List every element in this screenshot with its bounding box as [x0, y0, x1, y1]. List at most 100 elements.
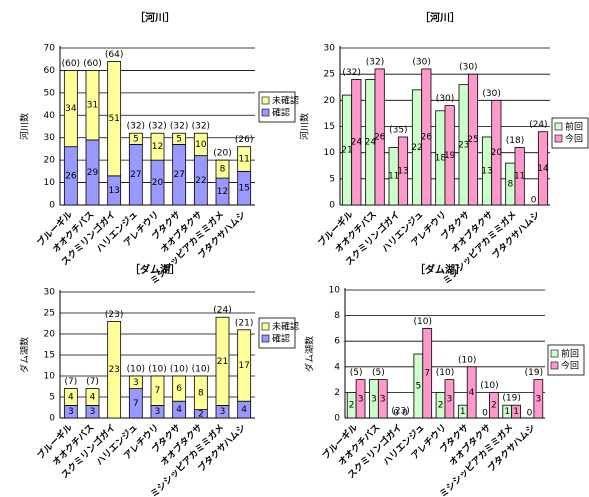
value-label: 27 [173, 170, 184, 180]
value-label: 7 [133, 399, 139, 409]
value-label: 5 [176, 134, 182, 144]
bar [489, 391, 499, 419]
bar [444, 379, 455, 419]
value-label: 3 [90, 407, 96, 417]
y-tick-label: 20 [44, 330, 56, 340]
y-tick-label: 2 [334, 388, 340, 398]
total-label: (19) [502, 394, 520, 404]
total-label: (64) [105, 50, 123, 60]
legend-swatch [261, 108, 270, 117]
y-tick-label: 20 [44, 156, 56, 166]
y-tick-label: 10 [44, 372, 56, 382]
legend-swatch [550, 361, 559, 370]
legend-label: 未確認 [272, 321, 299, 333]
chart-title: ［河川］ [135, 11, 175, 24]
value-label: 12 [217, 187, 228, 197]
bar-segment [150, 132, 165, 161]
y-tick-label: 30 [44, 133, 56, 143]
bar-segment [215, 159, 230, 179]
value-label: 3 [380, 394, 386, 404]
total-label: (26) [235, 135, 253, 145]
total-label: (32) [342, 68, 360, 78]
value-label: 4 [176, 405, 182, 415]
y-tick-label: 10 [324, 148, 336, 158]
legend-swatch [554, 134, 563, 143]
total-label: (35) [389, 125, 407, 135]
value-label: 7 [424, 369, 430, 379]
value-label: 1 [460, 407, 466, 417]
y-tick-label: 10 [44, 178, 56, 188]
total-label: (19) [525, 368, 543, 378]
total-label: (30) [412, 57, 430, 67]
total-label: (10) [192, 365, 210, 375]
value-label: 5 [133, 134, 139, 144]
y-tick-label: 30 [44, 288, 56, 298]
total-label: (24) [213, 306, 231, 316]
value-label: 22 [411, 143, 422, 153]
bar [351, 79, 362, 206]
value-label: 7 [155, 386, 161, 396]
total-label: (10) [170, 365, 188, 375]
total-label: (10) [480, 381, 498, 391]
total-label: (30) [436, 94, 454, 104]
bar-segment [193, 375, 208, 410]
value-label: 18 [435, 153, 447, 163]
value-label: 3 [155, 407, 161, 417]
value-label: 5 [415, 382, 421, 392]
y-tick-label: 15 [324, 122, 335, 132]
legend-swatch [550, 349, 559, 358]
value-label: 31 [87, 101, 98, 111]
value-label: 2 [198, 409, 204, 419]
bar-segment [63, 70, 78, 148]
y-axis-label: 河川数 [19, 113, 31, 140]
value-label: 3 [447, 394, 453, 404]
value-label: 8 [198, 388, 204, 398]
bar [466, 366, 477, 419]
y-tick-label: 25 [324, 70, 335, 80]
y-tick-label: 8 [334, 311, 340, 321]
value-label: 51 [108, 114, 119, 124]
value-label: 34 [65, 104, 77, 114]
value-label: 0 [531, 196, 537, 206]
value-label: 21 [341, 146, 352, 156]
value-label: 11 [388, 172, 399, 182]
y-tick-label: 0 [49, 414, 55, 424]
value-label: 0 [527, 409, 533, 419]
value-label: 24 [351, 138, 363, 148]
bar-segment [150, 375, 165, 406]
value-label: 2 [491, 401, 497, 411]
total-label: (60) [62, 59, 80, 69]
total-label: (30) [482, 89, 500, 99]
value-label: 3 [358, 394, 364, 404]
legend-label: 前回 [561, 348, 579, 360]
value-label: 4 [469, 388, 475, 398]
bar-segment [85, 388, 100, 406]
value-label: 3 [133, 378, 139, 388]
y-tick-label: 25 [44, 309, 55, 319]
value-label: 11 [238, 155, 249, 165]
legend-swatch [261, 334, 270, 343]
total-label: (7) [64, 377, 77, 387]
legend-swatch [261, 322, 270, 331]
value-label: 8 [220, 165, 226, 175]
bar [421, 68, 432, 206]
bar [533, 379, 544, 419]
value-label: 10 [195, 140, 207, 150]
bar-segment [107, 61, 122, 177]
bar-segment [128, 132, 143, 145]
value-label: 21 [217, 357, 228, 367]
y-tick-label: 6 [334, 337, 340, 347]
y-tick-label: 40 [44, 111, 56, 121]
value-label: 26 [374, 132, 386, 142]
total-label: (18) [506, 136, 524, 146]
total-label: (32) [127, 122, 145, 132]
y-tick-label: 4 [334, 362, 340, 372]
total-label: (23) [105, 310, 123, 320]
value-label: 2 [349, 401, 355, 411]
legend-swatch [554, 122, 563, 131]
legend-label: 未確認 [272, 95, 299, 107]
bar-segment [172, 375, 187, 402]
value-label: 3 [535, 394, 541, 404]
chart-title: ［ダム湖］ [415, 263, 465, 276]
